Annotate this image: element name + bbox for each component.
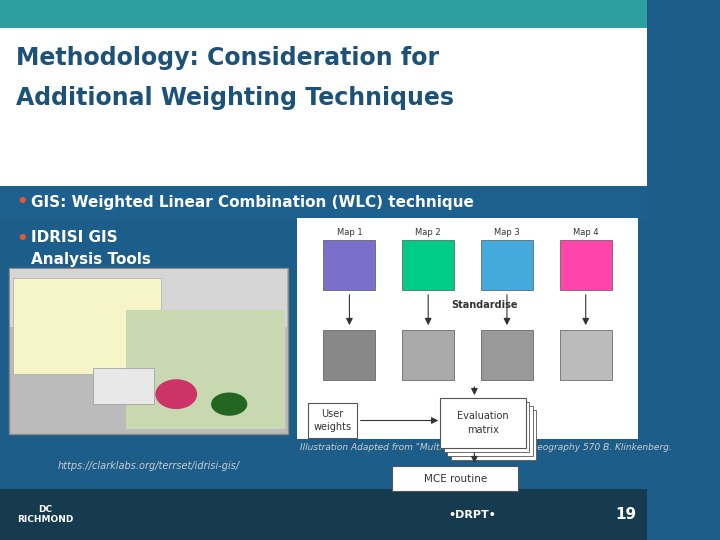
Text: IDRISI GIS
Analysis Tools: IDRISI GIS Analysis Tools	[30, 230, 150, 267]
Bar	[0, 0, 647, 28]
Bar	[392, 466, 518, 491]
Bar	[0, 186, 647, 218]
Text: DC
RICHMOND: DC RICHMOND	[17, 505, 73, 524]
Text: Map 4: Map 4	[573, 228, 598, 237]
Text: •: •	[16, 193, 28, 211]
Text: https://clarklabs.org/terrset/idrisi-gis/: https://clarklabs.org/terrset/idrisi-gis…	[58, 461, 240, 471]
Text: MCE routine: MCE routine	[423, 474, 487, 483]
Bar	[444, 402, 529, 452]
Text: Additional Weighting Techniques: Additional Weighting Techniques	[16, 86, 454, 110]
Bar	[93, 368, 154, 404]
Text: Map 3: Map 3	[494, 228, 520, 237]
Bar	[0, 28, 647, 173]
Bar	[0, 218, 647, 489]
Text: Simple Rating: Simple Rating	[30, 313, 150, 328]
Text: •: •	[16, 230, 28, 248]
Bar	[402, 330, 454, 380]
Ellipse shape	[156, 379, 197, 409]
Bar	[559, 330, 612, 380]
Bar	[559, 240, 612, 290]
Bar	[481, 330, 533, 380]
Bar	[297, 218, 639, 439]
Bar	[0, 489, 647, 540]
Bar	[10, 269, 287, 327]
Text: Standardise: Standardise	[451, 300, 518, 310]
Text: GIS: Weighted Linear Combination (WLC) technique: GIS: Weighted Linear Combination (WLC) t…	[30, 194, 474, 210]
Bar	[481, 240, 533, 290]
Ellipse shape	[211, 393, 247, 416]
Bar	[440, 398, 526, 448]
Text: Methodology: Consideration for: Methodology: Consideration for	[16, 46, 439, 70]
Bar	[126, 309, 285, 429]
Bar	[9, 268, 288, 434]
Text: Map 1: Map 1	[337, 228, 362, 237]
Text: Evaluation
matrix: Evaluation matrix	[457, 411, 509, 435]
Bar	[307, 403, 357, 438]
Text: User
weights: User weights	[313, 409, 351, 432]
Text: Map 2: Map 2	[415, 228, 441, 237]
Bar	[323, 240, 376, 290]
Bar	[323, 330, 376, 380]
Text: Illustration Adapted from "Multi-criteria evaluation Geography 570 B. Klinkenber: Illustration Adapted from "Multi-criteri…	[300, 443, 672, 452]
Bar	[451, 410, 536, 460]
Bar	[0, 28, 647, 186]
Text: •: •	[16, 313, 28, 331]
Bar	[402, 240, 454, 290]
Text: 19: 19	[616, 507, 636, 522]
Bar	[14, 278, 161, 374]
Text: •DRPT•: •DRPT•	[449, 510, 497, 519]
Bar	[447, 406, 533, 456]
